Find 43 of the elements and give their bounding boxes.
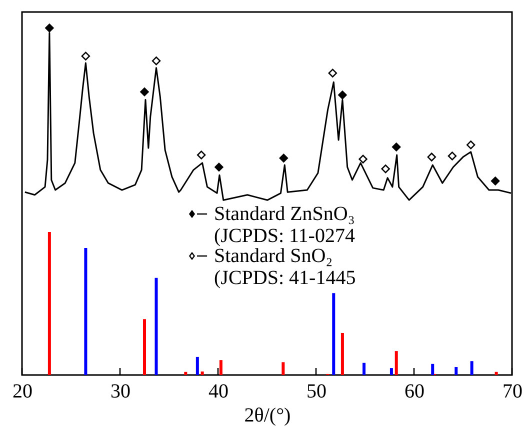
point xyxy=(328,68,338,78)
point xyxy=(392,142,401,152)
point xyxy=(152,56,161,66)
bar xyxy=(494,372,498,375)
bar xyxy=(332,293,336,375)
point xyxy=(490,176,500,186)
point xyxy=(466,140,476,150)
bar xyxy=(454,367,458,375)
x-tick-label: 60 xyxy=(404,380,424,402)
bar xyxy=(394,351,398,375)
point xyxy=(279,154,288,162)
x-tick-label: 40 xyxy=(208,380,228,402)
bar xyxy=(390,368,393,375)
x-tick-label: 50 xyxy=(306,380,326,402)
x-tick-label: 70 xyxy=(502,380,522,402)
bar xyxy=(282,362,285,375)
bar xyxy=(340,333,344,375)
bar xyxy=(48,232,51,375)
legend-label: Standard SnO₂ (JCPDS: 41-1445 xyxy=(214,245,356,289)
point xyxy=(448,152,457,160)
bar xyxy=(143,319,146,375)
bar xyxy=(362,362,366,375)
x-tick-label: 20 xyxy=(12,380,32,402)
bar xyxy=(154,278,158,375)
point xyxy=(338,90,347,100)
bar xyxy=(431,364,434,375)
point xyxy=(358,154,368,164)
bar xyxy=(470,361,474,375)
x-axis-title: 2θ/(°) xyxy=(244,404,291,426)
point xyxy=(45,24,54,32)
point xyxy=(81,52,90,60)
point xyxy=(140,87,149,96)
bar xyxy=(184,372,188,375)
point xyxy=(196,150,206,160)
bar xyxy=(219,360,222,375)
point xyxy=(214,162,224,172)
point xyxy=(427,152,436,162)
point xyxy=(381,164,390,174)
legend-label: Standard ZnSnO₃ (JCPDS: 11-0274 xyxy=(214,203,355,247)
bar xyxy=(196,356,199,375)
x-tick-label: 30 xyxy=(110,380,130,402)
bar xyxy=(200,372,204,375)
bar xyxy=(84,248,88,375)
